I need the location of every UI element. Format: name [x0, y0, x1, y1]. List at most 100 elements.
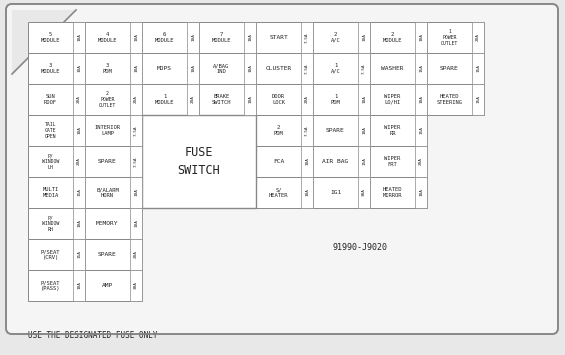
- Bar: [28, 208, 85, 239]
- Bar: [28, 53, 85, 84]
- Text: 20A: 20A: [134, 251, 138, 258]
- Text: HEATED
STEERING: HEATED STEERING: [437, 94, 463, 105]
- Text: WIPER
RR: WIPER RR: [384, 125, 401, 136]
- Bar: [370, 53, 427, 84]
- Text: 15A: 15A: [419, 65, 423, 72]
- Text: AMP: AMP: [102, 283, 113, 288]
- Bar: [313, 146, 370, 177]
- Bar: [256, 22, 313, 53]
- Text: 10A: 10A: [77, 219, 81, 228]
- Text: AIR BAG: AIR BAG: [323, 159, 349, 164]
- Text: SPARE: SPARE: [98, 159, 117, 164]
- Bar: [85, 270, 142, 301]
- Text: 2
PDM: 2 PDM: [273, 125, 284, 136]
- Bar: [187, 22, 199, 53]
- Bar: [187, 84, 199, 115]
- Bar: [370, 115, 427, 146]
- Bar: [142, 84, 199, 115]
- Bar: [199, 84, 256, 115]
- Text: 10A: 10A: [134, 189, 138, 196]
- Bar: [73, 53, 85, 84]
- Text: 20A: 20A: [77, 95, 81, 103]
- Bar: [187, 53, 199, 84]
- Text: S/
HEATER: S/ HEATER: [269, 187, 288, 198]
- Bar: [142, 22, 199, 53]
- Bar: [73, 239, 85, 270]
- Bar: [313, 22, 370, 53]
- Bar: [415, 146, 427, 177]
- Text: 20A: 20A: [305, 95, 309, 103]
- Bar: [358, 84, 370, 115]
- Bar: [358, 177, 370, 208]
- Text: FUSE
SWITCH: FUSE SWITCH: [177, 146, 220, 178]
- Bar: [427, 84, 484, 115]
- Text: P/SEAT
(CRV): P/SEAT (CRV): [41, 249, 60, 260]
- Text: 7.5A: 7.5A: [305, 125, 309, 136]
- Text: 10A: 10A: [191, 34, 195, 42]
- Text: 5
MODULE: 5 MODULE: [41, 32, 60, 43]
- Text: MOPS: MOPS: [157, 66, 172, 71]
- Text: 10A: 10A: [248, 65, 252, 72]
- Bar: [130, 53, 142, 84]
- Bar: [256, 84, 313, 115]
- Bar: [358, 146, 370, 177]
- Bar: [73, 208, 85, 239]
- Text: 20A: 20A: [476, 34, 480, 42]
- Bar: [370, 22, 427, 53]
- Bar: [415, 115, 427, 146]
- Bar: [85, 177, 142, 208]
- Bar: [415, 53, 427, 84]
- Bar: [256, 53, 313, 84]
- Bar: [73, 146, 85, 177]
- Text: 20A: 20A: [191, 95, 195, 103]
- Bar: [301, 177, 313, 208]
- FancyBboxPatch shape: [6, 4, 558, 334]
- Text: 10A: 10A: [248, 34, 252, 42]
- Text: 20A: 20A: [134, 95, 138, 103]
- Text: TAIL
GATE
OPEN: TAIL GATE OPEN: [45, 122, 56, 138]
- Text: SUN
ROOF: SUN ROOF: [44, 94, 57, 105]
- Text: 10A: 10A: [362, 127, 366, 135]
- Text: SPARE: SPARE: [98, 252, 117, 257]
- Text: 7
MODULE: 7 MODULE: [212, 32, 231, 43]
- Bar: [130, 146, 142, 177]
- Text: 4
MODULE: 4 MODULE: [98, 32, 118, 43]
- Bar: [199, 22, 256, 53]
- Bar: [313, 115, 370, 146]
- Bar: [73, 177, 85, 208]
- Text: IG1: IG1: [330, 190, 341, 195]
- Text: 1
PDM: 1 PDM: [331, 94, 340, 105]
- Bar: [472, 22, 484, 53]
- Text: 1
POWER
OUTLET: 1 POWER OUTLET: [441, 29, 458, 45]
- Bar: [142, 115, 256, 208]
- Text: 3
PDM: 3 PDM: [103, 63, 112, 74]
- Text: 2
A/C: 2 A/C: [331, 32, 340, 43]
- Text: START: START: [269, 35, 288, 40]
- Bar: [415, 84, 427, 115]
- Text: 10A: 10A: [134, 65, 138, 72]
- Bar: [28, 239, 85, 270]
- Text: FCA: FCA: [273, 159, 284, 164]
- Bar: [28, 115, 85, 146]
- Bar: [358, 115, 370, 146]
- Text: P/
WINDOW
LH: P/ WINDOW LH: [42, 153, 59, 170]
- Bar: [28, 84, 85, 115]
- Bar: [415, 22, 427, 53]
- Text: DOOR
LOCK: DOOR LOCK: [272, 94, 285, 105]
- Text: 15A: 15A: [362, 158, 366, 165]
- Bar: [313, 84, 370, 115]
- Bar: [358, 22, 370, 53]
- Text: HEATED
MIRROR: HEATED MIRROR: [383, 187, 402, 198]
- Bar: [28, 22, 85, 53]
- Bar: [256, 177, 313, 208]
- Text: MULTI
MEDIA: MULTI MEDIA: [42, 187, 59, 198]
- Bar: [85, 146, 142, 177]
- Text: 10A: 10A: [419, 189, 423, 196]
- Bar: [301, 22, 313, 53]
- Bar: [472, 53, 484, 84]
- Text: MEMORY: MEMORY: [96, 221, 119, 226]
- Text: 10A: 10A: [77, 282, 81, 289]
- Bar: [415, 177, 427, 208]
- Text: INTERIOR
LAMP: INTERIOR LAMP: [94, 125, 120, 136]
- Bar: [28, 146, 85, 177]
